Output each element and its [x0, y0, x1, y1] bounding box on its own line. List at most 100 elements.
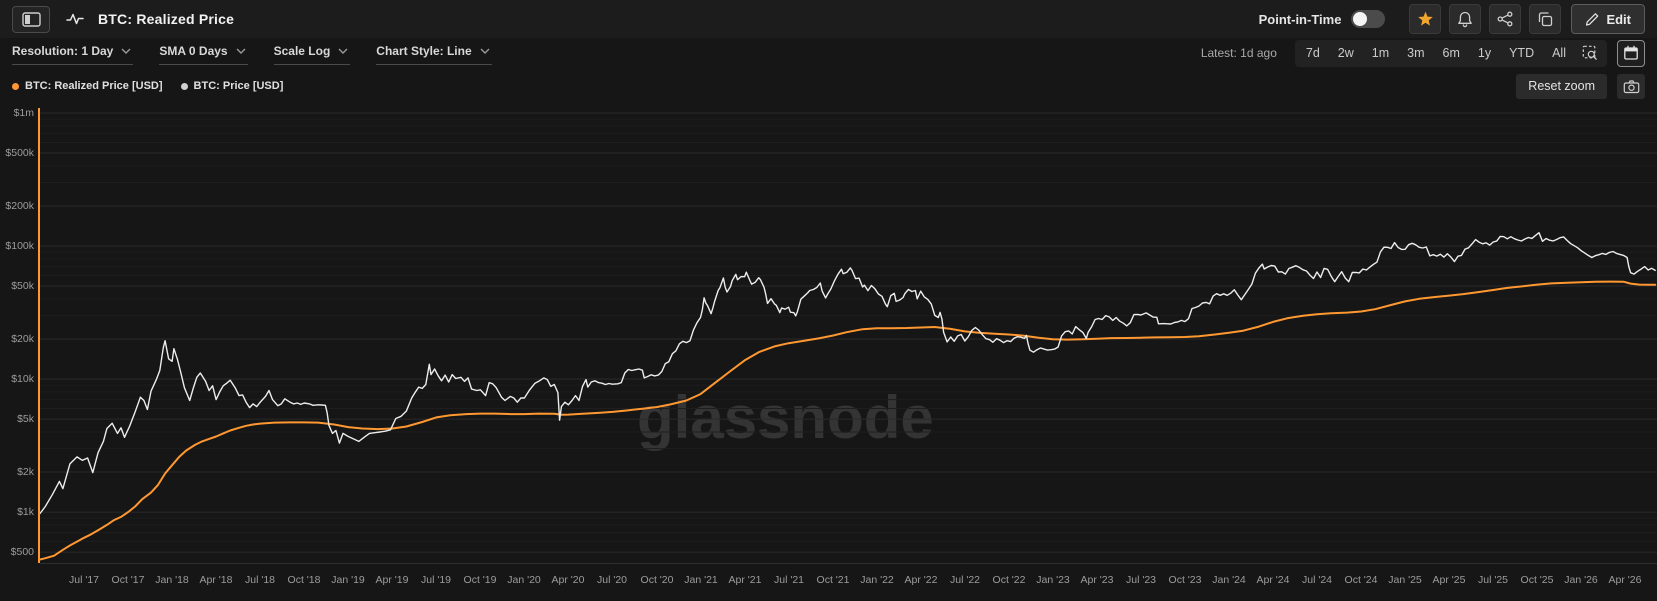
share-button[interactable]	[1489, 4, 1522, 34]
x-axis-labels: Jul '17 Oct '17 Jan '18 Apr '18 Jul '18 Oct '…	[40, 570, 1657, 592]
toolbar: Resolution: 1 Day SMA 0 Days Scale Log Char…	[0, 38, 1657, 68]
share-icon	[1497, 11, 1513, 27]
x-tick-label: Jan '26	[1564, 574, 1598, 586]
x-tick-label: Jan '18	[155, 574, 189, 586]
x-tick-label: Jan '24	[1212, 574, 1246, 586]
y-tick-label: $20k	[11, 333, 34, 345]
x-tick-label: Apr '24	[1256, 574, 1290, 586]
x-tick-label: Apr '26	[1608, 574, 1642, 586]
x-tick-label: Jul '21	[773, 574, 805, 586]
y-tick-label: $200k	[5, 200, 34, 212]
header-bar: BTC: Realized Price Point-in-Time	[0, 0, 1657, 38]
x-tick-label: Jul '25	[1477, 574, 1509, 586]
x-tick-label: Oct '17	[111, 574, 145, 586]
x-tick-label: Oct '19	[463, 574, 497, 586]
range-button-1m[interactable]: 1m	[1363, 42, 1398, 64]
x-tick-label: Jan '20	[507, 574, 541, 586]
legend-label: BTC: Realized Price [USD]	[25, 80, 163, 92]
dropdown-label: SMA 0 Days	[159, 43, 228, 58]
edit-button-label: Edit	[1606, 11, 1631, 27]
y-tick-label: $100k	[5, 240, 34, 252]
x-tick-label: Jul '17	[68, 574, 100, 586]
edit-button[interactable]: Edit	[1571, 4, 1645, 34]
camera-icon	[1623, 79, 1639, 93]
point-in-time-label: Point-in-Time	[1258, 11, 1342, 27]
copy-icon	[1539, 12, 1553, 27]
pencil-icon	[1586, 13, 1599, 26]
x-tick-label: Jul '22	[949, 574, 981, 586]
zoom-to-range-button[interactable]	[1575, 42, 1605, 64]
sidebar-panel-icon	[21, 11, 41, 27]
x-tick-label: Jul '19	[420, 574, 452, 586]
alerts-button[interactable]	[1449, 4, 1482, 34]
y-tick-label: $1k	[17, 506, 34, 518]
x-tick-label: Apr '19	[375, 574, 409, 586]
y-tick-label: $500	[10, 546, 34, 558]
chart-area[interactable]: glassnode $1m $500k $200k $100k $50k $20k $10k…	[0, 100, 1657, 601]
range-button-all[interactable]: All	[1543, 42, 1575, 64]
x-axis-line	[40, 563, 1657, 564]
x-tick-label: Apr '22	[904, 574, 938, 586]
point-in-time-toggle[interactable]	[1351, 10, 1386, 28]
legend-row: BTC: Realized Price [USD] BTC: Price [USD…	[0, 70, 1657, 102]
price-chart-plot[interactable]	[40, 108, 1657, 563]
x-tick-label: Oct '18	[287, 574, 321, 586]
date-range-picker-button[interactable]	[1617, 39, 1645, 67]
reset-zoom-button[interactable]: Reset zoom	[1516, 73, 1607, 99]
x-tick-label: Jul '23	[1125, 574, 1157, 586]
y-tick-label: $2k	[17, 466, 34, 478]
chevron-down-icon	[121, 48, 131, 54]
screenshot-button[interactable]	[1617, 73, 1645, 99]
dropdown-resolution[interactable]: Resolution: 1 Day	[12, 42, 134, 65]
x-tick-label: Jul '24	[1301, 574, 1333, 586]
x-tick-label: Oct '24	[1344, 574, 1378, 586]
dropdown-chart-style[interactable]: Chart Style: Line	[376, 42, 492, 65]
dropdown-label: Scale Log	[273, 43, 331, 58]
legend-label: BTC: Price [USD]	[193, 80, 284, 92]
range-button-6m[interactable]: 6m	[1434, 42, 1469, 64]
range-button-7d[interactable]: 7d	[1297, 42, 1329, 64]
x-tick-label: Apr '18	[199, 574, 233, 586]
page-title: BTC: Realized Price	[98, 11, 235, 27]
latest-update-label: Latest: 1d ago	[1200, 46, 1277, 60]
dropdown-scale-log[interactable]: Scale Log	[273, 42, 351, 65]
x-tick-label: Jan '22	[860, 574, 894, 586]
dropdown-sma-0-days[interactable]: SMA 0 Days	[159, 42, 248, 65]
y-axis-spine	[38, 108, 40, 563]
zoom-area-icon	[1582, 45, 1597, 60]
range-button-ytd[interactable]: YTD	[1500, 42, 1543, 64]
dropdown-label: Chart Style: Line	[376, 43, 472, 58]
y-tick-label: $5k	[17, 413, 34, 425]
chevron-down-icon	[480, 48, 490, 54]
chart-settings-dropdowns: Resolution: 1 Day SMA 0 Days Scale Log Char…	[12, 42, 492, 65]
range-button-1y[interactable]: 1y	[1469, 42, 1500, 64]
x-tick-label: Jul '18	[244, 574, 276, 586]
favorite-button[interactable]	[1409, 4, 1442, 34]
calendar-icon	[1624, 45, 1638, 60]
star-icon	[1418, 11, 1433, 26]
legend-item[interactable]: BTC: Price [USD]	[180, 80, 284, 92]
chevron-down-icon	[338, 48, 348, 54]
glassnode-watermark: glassnode	[637, 384, 934, 451]
x-tick-label: Apr '21	[728, 574, 762, 586]
metric-pulse-icon	[66, 12, 84, 26]
sidebar-toggle-button[interactable]	[12, 5, 50, 33]
y-tick-label: $10k	[11, 373, 34, 385]
chevron-down-icon	[236, 48, 246, 54]
y-axis-labels: $1m $500k $200k $100k $50k $20k $10k $5k $2k $1k $…	[0, 107, 34, 563]
y-tick-label: $500k	[5, 147, 34, 159]
range-button-2w[interactable]: 2w	[1329, 42, 1363, 64]
x-tick-label: Oct '23	[1168, 574, 1202, 586]
x-tick-label: Oct '20	[640, 574, 674, 586]
x-tick-label: Apr '23	[1080, 574, 1114, 586]
x-tick-label: Oct '21	[816, 574, 850, 586]
legend-item[interactable]: BTC: Realized Price [USD]	[12, 80, 163, 92]
y-tick-label: $1m	[13, 107, 34, 119]
range-button-3m[interactable]: 3m	[1398, 42, 1433, 64]
copy-button[interactable]	[1529, 4, 1562, 34]
chart-legend: BTC: Realized Price [USD] BTC: Price [USD…	[12, 80, 283, 92]
x-tick-label: Jan '21	[684, 574, 718, 586]
x-tick-label: Jul '20	[596, 574, 628, 586]
bell-icon	[1458, 11, 1473, 27]
time-range-group: 7d 2w 1m 3m 6m 1y YTD All	[1294, 39, 1607, 67]
